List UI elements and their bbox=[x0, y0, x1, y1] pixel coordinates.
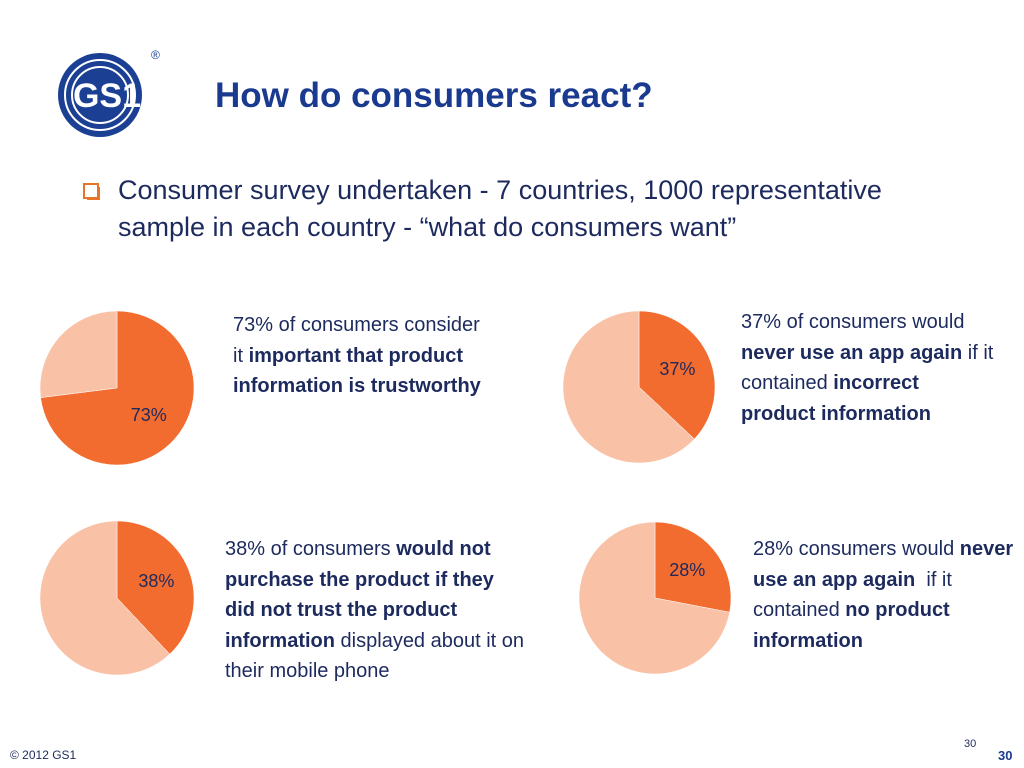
data-label: 38% bbox=[138, 571, 174, 591]
pie-slice bbox=[562, 310, 695, 464]
title: How do consumers react? bbox=[215, 76, 653, 115]
logo-mark: ® bbox=[151, 48, 160, 62]
pie-slice bbox=[39, 310, 118, 398]
copyright: © 2012 GS1 bbox=[10, 748, 77, 762]
caption-segment: if it contained bbox=[741, 341, 999, 395]
pie-caption: 38% of consumers would not purchase the … bbox=[225, 534, 525, 687]
caption-segment: displayed about it on their mobile phone bbox=[225, 629, 530, 683]
slide-number-small: 30 bbox=[964, 738, 977, 750]
caption-segment: incorrect product information bbox=[741, 372, 931, 425]
caption-segment: would not purchase the product if they d… bbox=[225, 538, 500, 652]
data-label: 28% bbox=[669, 560, 705, 580]
pie-slice bbox=[39, 520, 171, 676]
slide-number: 30 bbox=[998, 748, 1013, 763]
caption-segment: 38% of consumers bbox=[225, 538, 397, 560]
pie-slice bbox=[116, 520, 195, 655]
caption-segment: 37% of consumers would bbox=[741, 311, 971, 333]
pie-caption: 37% of consumers would never use an app … bbox=[741, 307, 996, 429]
caption-segment: 73% of consumers consider it bbox=[233, 314, 486, 367]
pie-caption: 73% of consumers consider it important t… bbox=[233, 310, 488, 402]
caption-segment: 28% consumers would bbox=[753, 538, 960, 560]
data-label: 73% bbox=[131, 405, 167, 425]
caption-segment: never use an app again bbox=[741, 341, 963, 364]
logo: GS1 ® bbox=[58, 48, 160, 137]
pie-slice bbox=[40, 310, 195, 466]
bullet-text: Consumer survey undertaken - 7 countries… bbox=[118, 175, 882, 242]
caption-segment: never use an app again bbox=[753, 538, 1019, 591]
bullet-icon bbox=[83, 183, 100, 200]
pie-slice bbox=[654, 521, 732, 613]
logo-text: GS1 bbox=[73, 77, 141, 115]
data-label: 37% bbox=[659, 359, 695, 379]
pie-slice bbox=[638, 310, 716, 440]
caption-segment: important that product information is tr… bbox=[233, 344, 481, 398]
pie-slice bbox=[578, 521, 730, 675]
pie-caption: 28% consumers would never use an app aga… bbox=[753, 534, 1018, 656]
caption-segment: no product information bbox=[753, 599, 956, 652]
caption-segment: if it contained bbox=[753, 568, 958, 622]
